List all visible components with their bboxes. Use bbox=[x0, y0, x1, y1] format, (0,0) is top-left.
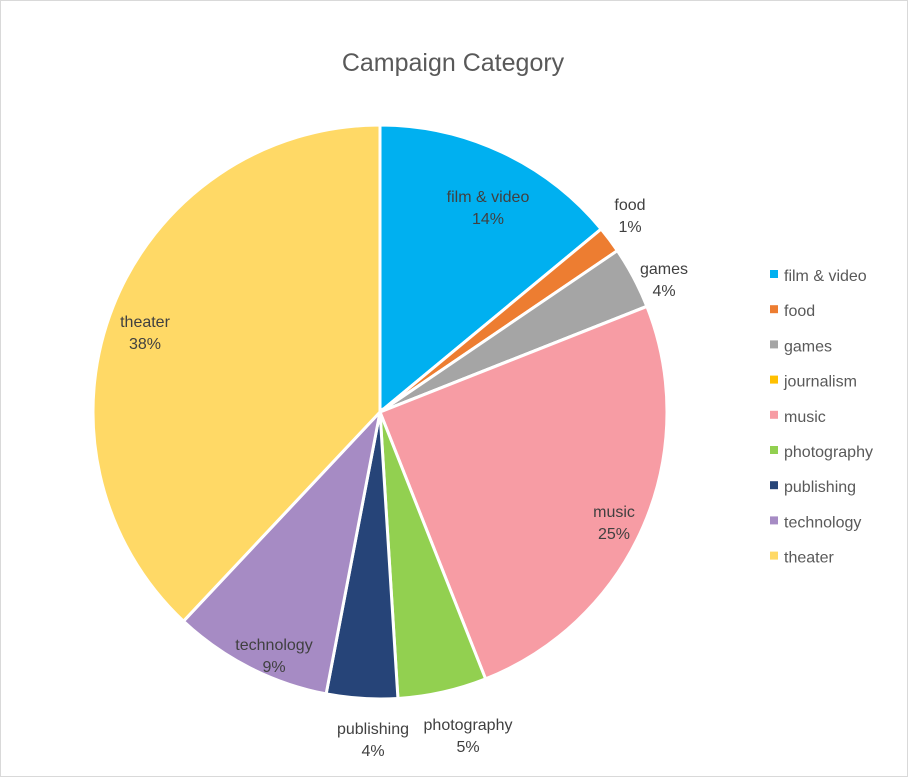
slice-label-games: games 4% bbox=[640, 261, 688, 300]
pie-slice-music bbox=[378, 304, 669, 681]
slice-label-film-video: film & video 14% bbox=[447, 189, 530, 228]
legend-label: photography bbox=[784, 444, 873, 461]
chart-title: Campaign Category bbox=[341, 49, 565, 77]
slice-labels: film & video 14% food 1% games 4% music 25% phot… bbox=[120, 189, 688, 760]
slice-label-publishing: publishing 4% bbox=[337, 721, 409, 760]
legend-swatch bbox=[770, 481, 778, 490]
pie-slices bbox=[91, 123, 669, 701]
legend-swatch bbox=[770, 410, 778, 419]
legend-label: food bbox=[784, 303, 815, 320]
pie-slice-technology bbox=[181, 407, 383, 696]
legend-label: publishing bbox=[784, 479, 856, 496]
legend-label: theater bbox=[784, 550, 834, 567]
legend-swatch bbox=[770, 270, 778, 278]
slice-label-technology: technology 9% bbox=[235, 637, 312, 676]
legend-swatch bbox=[770, 551, 778, 560]
legend-label: film & video bbox=[784, 268, 867, 285]
legend-swatch bbox=[770, 375, 778, 384]
legend-swatch bbox=[770, 305, 778, 314]
legend-label: games bbox=[784, 338, 832, 355]
legend-swatch bbox=[770, 340, 778, 349]
pie-slice-theater bbox=[91, 123, 382, 624]
legend-swatch bbox=[770, 446, 778, 454]
slice-label-photography: photography 5% bbox=[424, 717, 513, 756]
legend-label: technology bbox=[784, 514, 861, 531]
slice-label-food: food 1% bbox=[614, 197, 645, 236]
pie-slice-film-video bbox=[378, 123, 604, 416]
legend-label: journalism bbox=[783, 374, 857, 391]
legend: film & video food games journalism music phot… bbox=[770, 268, 873, 567]
slice-label-music: music 25% bbox=[593, 504, 635, 543]
legend-label: music bbox=[784, 409, 826, 426]
legend-swatch bbox=[770, 516, 778, 525]
slice-label-theater: theater 38% bbox=[120, 314, 170, 353]
